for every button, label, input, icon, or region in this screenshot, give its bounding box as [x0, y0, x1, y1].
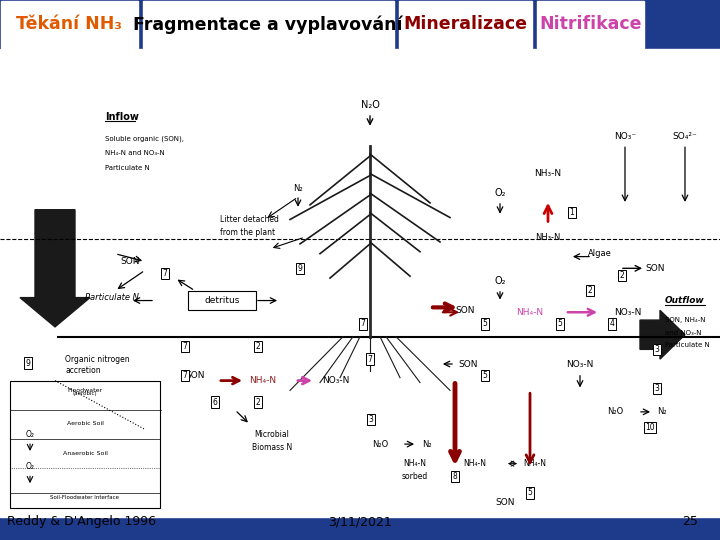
Text: NO₃-N: NO₃-N: [614, 308, 642, 317]
Bar: [0, 49, 720, 517]
Text: Biomass N: Biomass N: [252, 442, 292, 451]
Text: Soluble organic (SON),: Soluble organic (SON),: [105, 135, 184, 141]
Text: 1: 1: [570, 208, 575, 217]
Text: SON, NH₄-N: SON, NH₄-N: [665, 317, 706, 323]
Text: Microbial: Microbial: [255, 430, 289, 439]
Text: N₂: N₂: [422, 440, 432, 449]
Text: Organic nitrogen: Organic nitrogen: [65, 355, 130, 363]
Text: NH₄-N: NH₄-N: [523, 459, 546, 468]
Text: 3: 3: [654, 384, 660, 393]
Text: NH₄-N: NH₄-N: [403, 459, 426, 468]
Text: 3/11/2021: 3/11/2021: [328, 515, 392, 528]
Text: Litter detached: Litter detached: [220, 215, 279, 224]
Text: Soil-Floodwater Interface: Soil-Floodwater Interface: [50, 495, 120, 500]
Text: Particulate N: Particulate N: [105, 165, 150, 171]
Text: Těkání NH₃: Těkání NH₃: [16, 15, 122, 33]
Text: NH₄-N: NH₄-N: [464, 459, 487, 468]
Text: 8: 8: [453, 472, 457, 481]
Text: NH₄-N: NH₄-N: [249, 376, 276, 385]
Text: detritus: detritus: [204, 296, 240, 305]
Bar: [10, 381, 160, 508]
Text: 7: 7: [183, 371, 187, 380]
Text: and NO₃-N: and NO₃-N: [665, 330, 701, 336]
Text: Fragmentace a vyplavování: Fragmentace a vyplavování: [133, 15, 403, 33]
Text: N₂: N₂: [293, 184, 303, 193]
Text: accretion: accretion: [65, 366, 101, 375]
Text: 3: 3: [369, 415, 374, 424]
Text: N₂: N₂: [657, 407, 667, 416]
Text: Outflow: Outflow: [665, 296, 705, 305]
Text: 7: 7: [183, 342, 187, 351]
Text: N₂O: N₂O: [372, 440, 388, 449]
Text: 6: 6: [212, 397, 217, 407]
Text: Algae: Algae: [588, 249, 612, 258]
Text: 5: 5: [482, 320, 487, 328]
Bar: [143, 1, 394, 48]
Text: Reddy & D'Angelo 1996: Reddy & D'Angelo 1996: [7, 515, 156, 528]
Text: 2: 2: [256, 342, 261, 351]
Text: Particulate N: Particulate N: [665, 342, 710, 348]
Text: 4: 4: [610, 320, 614, 328]
Text: 3: 3: [654, 345, 660, 354]
Text: Particulate N: Particulate N: [85, 293, 139, 302]
Text: Anaerobic Soil: Anaerobic Soil: [63, 451, 107, 456]
Text: 5: 5: [482, 371, 487, 380]
Text: O₂: O₂: [494, 276, 505, 286]
Text: NH₃-N: NH₃-N: [534, 169, 562, 178]
Text: SO₄²⁻: SO₄²⁻: [672, 132, 698, 141]
Polygon shape: [640, 310, 685, 359]
Text: 2: 2: [588, 286, 593, 295]
Text: from the plant: from the plant: [220, 228, 275, 237]
Bar: [188, 291, 256, 310]
Text: O₂: O₂: [25, 462, 35, 471]
Text: SON: SON: [185, 371, 204, 380]
Text: sorbed: sorbed: [402, 472, 428, 481]
Text: 25: 25: [683, 515, 698, 528]
Text: SON: SON: [495, 498, 515, 507]
Text: SON: SON: [120, 257, 140, 266]
Bar: [399, 1, 532, 48]
Text: 7: 7: [368, 355, 372, 363]
Text: SON: SON: [645, 264, 665, 273]
Text: SON: SON: [458, 360, 478, 368]
Text: 5: 5: [557, 320, 562, 328]
Text: Inflow: Inflow: [105, 112, 139, 122]
Text: O₂: O₂: [494, 188, 505, 198]
Text: Aerobic Soil: Aerobic Soil: [66, 421, 104, 426]
Text: N₂O: N₂O: [361, 100, 379, 110]
Text: 5: 5: [528, 488, 532, 497]
Text: detritus: detritus: [200, 296, 235, 305]
Text: 7: 7: [163, 269, 168, 278]
Text: 7: 7: [361, 320, 366, 328]
Text: O₂: O₂: [25, 430, 35, 439]
Text: NO₃-N: NO₃-N: [567, 360, 594, 368]
Text: NH₄-N: NH₄-N: [516, 308, 544, 317]
Bar: [1, 1, 138, 48]
Text: SON: SON: [455, 306, 474, 315]
Text: 10: 10: [645, 423, 654, 432]
Text: NO₃-N: NO₃-N: [323, 376, 350, 385]
Text: N₂O: N₂O: [607, 407, 623, 416]
Text: 2: 2: [256, 397, 261, 407]
Text: 9: 9: [297, 264, 302, 273]
Text: NO₃⁻: NO₃⁻: [614, 132, 636, 141]
Text: NH₄-N and NO₃-N: NH₄-N and NO₃-N: [105, 150, 165, 156]
Polygon shape: [20, 210, 90, 327]
Text: Mineralizace: Mineralizace: [403, 15, 528, 33]
Text: Floodwater: Floodwater: [68, 388, 102, 393]
Text: Nitrifikace: Nitrifikace: [539, 15, 642, 33]
Bar: [537, 1, 644, 48]
Text: (aerobic): (aerobic): [73, 391, 97, 396]
Text: NH₃-N: NH₃-N: [535, 233, 561, 241]
Text: 9: 9: [26, 359, 30, 368]
Text: 2: 2: [620, 271, 624, 280]
